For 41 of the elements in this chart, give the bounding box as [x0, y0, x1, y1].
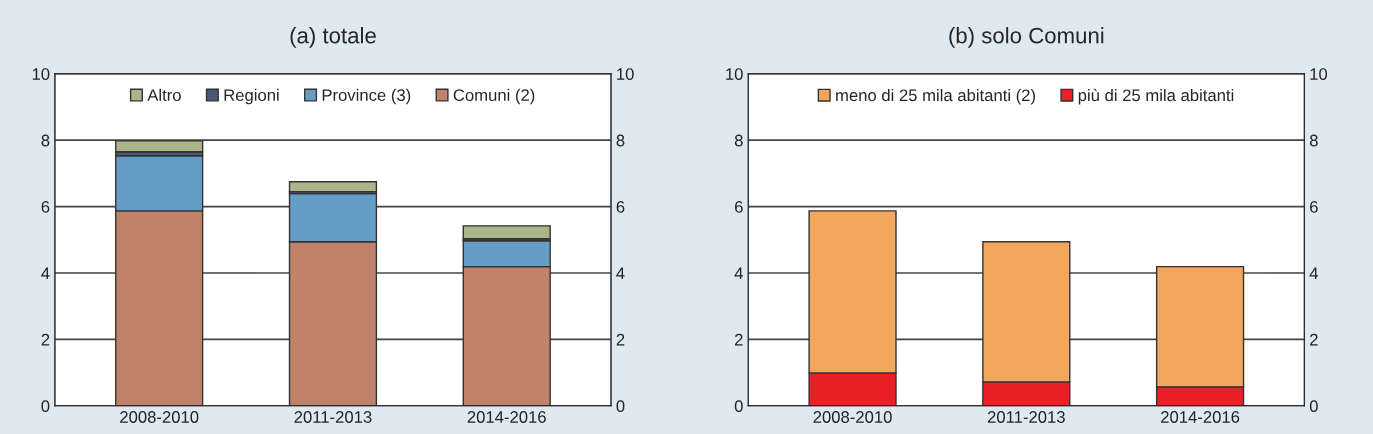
y-tick-label: 8 — [41, 134, 50, 147]
y-tick-label: 4 — [41, 267, 50, 280]
legend-label: Altro — [147, 88, 181, 102]
y-tick-label: 2 — [734, 333, 743, 346]
chart-title: (b) solo Comuni — [949, 27, 1104, 48]
x-tick-label: 2011-2013 — [294, 411, 372, 423]
x-tick-label: 2008-2010 — [120, 411, 199, 423]
y-tick-label: 2 — [41, 333, 50, 346]
y-tick-label: 6 — [735, 200, 743, 213]
x-tick-label: 2011-2013 — [987, 411, 1065, 423]
y2-tick-label: 2 — [1310, 333, 1318, 346]
y2-tick-label: 6 — [616, 200, 625, 213]
bar — [115, 140, 204, 153]
y2-tick-label: 0 — [616, 400, 625, 412]
bar — [288, 180, 378, 193]
y-tick-label: 10 — [726, 68, 743, 80]
legend-label: Province (3) — [322, 88, 411, 105]
x-tick-label: 2014-2016 — [1161, 411, 1240, 423]
legend-label: Comuni (2) — [453, 88, 535, 105]
legend-label: Regioni — [224, 88, 279, 105]
y-tick-label: 6 — [41, 200, 50, 213]
y-tick-label: 0 — [41, 400, 50, 412]
y2-tick-label: 0 — [1309, 400, 1318, 412]
y2-tick-label: 4 — [1309, 267, 1318, 280]
y-tick-label: 10 — [32, 68, 50, 80]
chart-title: (a) totale — [290, 27, 376, 48]
y2-tick-label: 4 — [616, 267, 625, 280]
y-tick-label: 0 — [734, 400, 743, 412]
y2-tick-label: 2 — [616, 333, 625, 346]
x-tick-label: 2008-2010 — [813, 411, 892, 423]
x-tick-label: 2014-2016 — [467, 411, 546, 423]
y2-tick-label: 10 — [1310, 68, 1328, 80]
y2-tick-label: 6 — [1310, 200, 1318, 213]
y2-tick-label: 8 — [1309, 134, 1318, 147]
y2-tick-label: 8 — [616, 134, 625, 147]
y2-tick-label: 10 — [617, 68, 634, 80]
legend-label: più di 25 mila abitanti — [1078, 88, 1234, 105]
bar — [462, 225, 551, 240]
y-tick-label: 4 — [734, 267, 743, 280]
y-tick-label: 8 — [734, 134, 743, 147]
legend-label: meno di 25 mila abitanti (2) — [836, 88, 1036, 105]
